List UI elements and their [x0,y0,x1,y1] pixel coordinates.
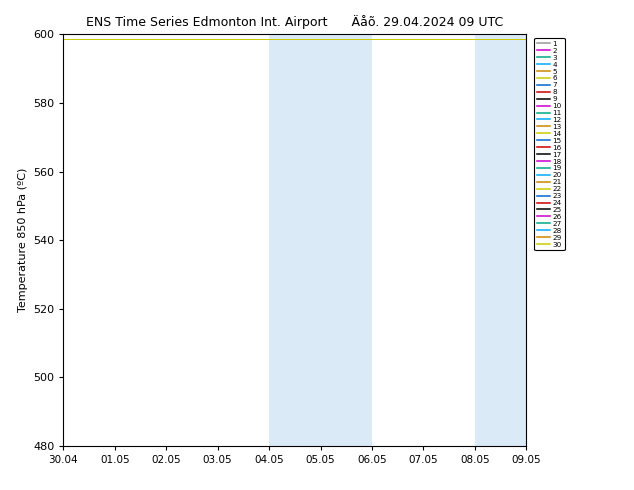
Y-axis label: Temperature 850 hPa (ºC): Temperature 850 hPa (ºC) [18,168,27,312]
Title: ENS Time Series Edmonton Int. Airport      Äåõ. 29.04.2024 09 UTC: ENS Time Series Edmonton Int. Airport Äå… [86,15,503,29]
Bar [269,34,372,446]
Bar [475,34,526,446]
Legend: 1, 2, 3, 4, 5, 6, 7, 8, 9, 10, 11, 12, 13, 14, 15, 16, 17, 18, 19, 20, 21, 22, 2: 1, 2, 3, 4, 5, 6, 7, 8, 9, 10, 11, 12, 1… [534,38,565,250]
